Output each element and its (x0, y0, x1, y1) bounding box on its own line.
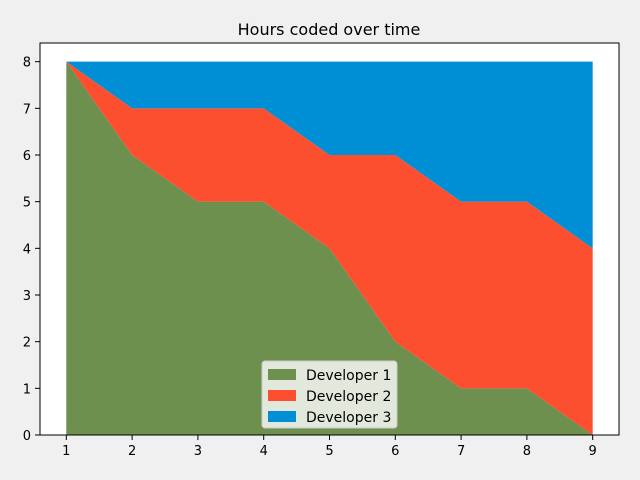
legend-label-developer-2: Developer 2 (306, 389, 391, 405)
x-tick-label: 4 (260, 444, 268, 459)
y-tick-label: 5 (23, 196, 31, 211)
y-tick-label: 0 (23, 429, 31, 444)
x-tick-label: 2 (128, 444, 136, 459)
x-tick-label: 7 (457, 444, 465, 459)
legend-swatch-developer-2 (268, 390, 296, 401)
area-series-group (66, 61, 593, 436)
legend-label-developer-1: Developer 1 (306, 368, 391, 384)
area-developer-1 (66, 61, 593, 436)
legend-label-developer-3: Developer 3 (306, 410, 391, 426)
y-tick-label: 4 (23, 242, 31, 257)
x-tick-label: 9 (589, 444, 597, 459)
y-axis: 0 1 2 3 4 5 6 7 8 (23, 56, 40, 444)
area-developer-2 (66, 61, 593, 436)
x-tick-label: 8 (523, 444, 531, 459)
x-tick-label: 5 (325, 444, 333, 459)
chart-title: Hours coded over time (238, 20, 421, 39)
legend: Developer 1 Developer 2 Developer 3 (261, 360, 398, 429)
y-tick-label: 8 (23, 56, 31, 71)
x-tick-label: 1 (62, 444, 70, 459)
y-tick-label: 6 (23, 149, 31, 164)
y-tick-label: 3 (23, 289, 31, 304)
x-axis: 1 2 3 4 5 6 7 8 9 (62, 435, 597, 459)
y-tick-label: 2 (23, 336, 31, 351)
legend-swatch-developer-3 (268, 411, 296, 422)
y-tick-label: 7 (23, 102, 31, 117)
plot-frame (39, 42, 620, 436)
legend-swatch-developer-1 (268, 369, 296, 380)
x-tick-label: 3 (194, 444, 202, 459)
x-tick-label: 6 (391, 444, 399, 459)
area-developer-3 (66, 61, 593, 249)
y-tick-label: 1 (23, 382, 31, 397)
